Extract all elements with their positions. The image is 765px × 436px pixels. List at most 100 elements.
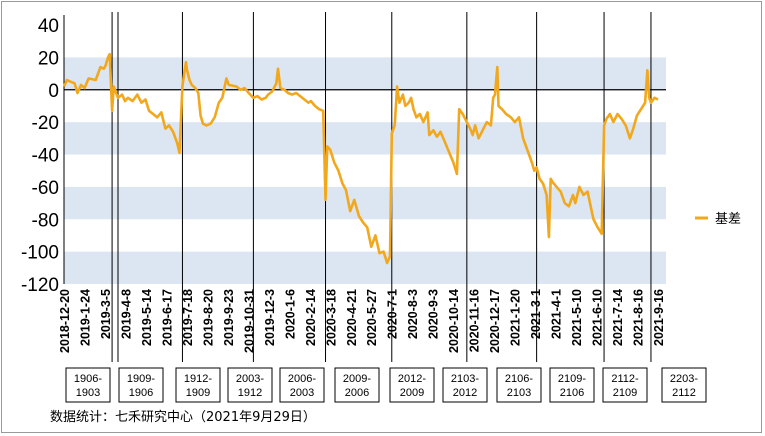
contract-period-box <box>227 367 273 403</box>
x-tick-label: 2020-8-3 <box>406 289 420 339</box>
x-tick-label: 2019-10-31 <box>242 289 256 353</box>
contract-period: 2112- 2109 <box>602 367 648 403</box>
legend-label-basis: 基差 <box>715 212 741 227</box>
background-bands <box>64 57 666 284</box>
contract-period-label-top: 2112- <box>611 373 639 385</box>
contract-period-label-bottom: 2003 <box>290 387 314 399</box>
contract-period-label-bottom: 1909 <box>186 387 210 399</box>
band-3 <box>64 251 666 284</box>
contract-period-label-bottom: 2103 <box>507 387 531 399</box>
x-tick-label: 2019-4-8 <box>119 289 133 339</box>
x-tick-label: 2021-3-1 <box>529 289 543 339</box>
x-axis: 2018-12-20 2019-1-24 2019-3-5 2019-4-8 2019-… <box>58 289 666 353</box>
y-tick-label: 40 <box>38 16 59 37</box>
contract-period-label-bottom: 2109 <box>613 387 637 399</box>
x-tick-label: 2020-9-3 <box>427 289 441 339</box>
contract-period-box <box>602 367 648 403</box>
contract-period-label-top: 2103- <box>451 373 479 385</box>
contract-period-label-bottom: 2012 <box>453 387 477 399</box>
contract-period-label-top: 1906- <box>74 373 102 385</box>
x-tick-label: 2019-1-24 <box>78 289 92 346</box>
x-tick-label: 2021-6-10 <box>591 289 605 346</box>
contract-period-box <box>442 367 488 403</box>
x-tick-label: 2020-3-18 <box>324 289 338 346</box>
contract-period: 1909- 1906 <box>118 367 164 403</box>
y-tick-label: -40 <box>32 146 59 167</box>
contract-period-label-top: 2203- <box>670 373 698 385</box>
x-tick-label: 2020-12-17 <box>488 289 502 353</box>
contract-period-label-top: 2012- <box>398 373 426 385</box>
contract-period-box <box>496 367 542 403</box>
y-tick-label: 0 <box>48 81 59 102</box>
y-tick-label: -60 <box>32 178 59 199</box>
contract-period: 2006- 2003 <box>279 367 325 403</box>
contract-period-label-bottom: 2106 <box>560 387 584 399</box>
contract-period-label-top: 2006- <box>288 373 316 385</box>
contract-period-box <box>334 367 380 403</box>
band-1 <box>64 122 666 155</box>
legend: 基差 <box>695 212 741 227</box>
contract-period-label-bottom: 1903 <box>76 387 100 399</box>
x-tick-label: 2021-7-14 <box>611 289 625 346</box>
y-axis: 40 20 0 -20 -40 -60 -80 -100 -120 <box>21 15 666 296</box>
contract-period-label-top: 1909- <box>127 373 155 385</box>
contract-period: 2109- 2106 <box>549 367 595 403</box>
x-tick-label: 2019-6-17 <box>160 289 174 346</box>
contract-period-label-top: 2003- <box>236 373 264 385</box>
contract-period: 2009- 2006 <box>334 367 380 403</box>
contract-period-label-bottom: 2009 <box>400 387 424 399</box>
contract-period-label-bottom: 2112 <box>672 387 696 399</box>
x-tick-label: 2021-9-16 <box>652 289 666 346</box>
contract-period-box <box>175 367 221 403</box>
x-tick-label: 2021-8-16 <box>632 289 646 346</box>
contract-period: 1906- 1903 <box>65 367 111 403</box>
contract-period-box <box>279 367 325 403</box>
x-tick-label: 2019-5-14 <box>140 289 154 346</box>
contract-period: 2106- 2103 <box>496 367 542 403</box>
contract-period-box <box>118 367 164 403</box>
x-tick-label: 2021-1-20 <box>509 289 523 346</box>
contract-period-box <box>661 367 707 403</box>
x-tick-label: 2019-12-3 <box>263 289 277 346</box>
contract-period-label-bottom: 1906 <box>129 387 153 399</box>
contract-period-label-top: 1912- <box>184 373 212 385</box>
contract-period-label-top: 2109- <box>558 373 586 385</box>
x-tick-label: 2020-2-14 <box>304 289 318 346</box>
x-tick-label: 2020-10-14 <box>447 289 461 353</box>
contract-period-box <box>389 367 435 403</box>
x-tick-label: 2020-7-1 <box>386 289 400 339</box>
contract-period: 2003- 1912 <box>227 367 273 403</box>
contract-period: 2012- 2009 <box>389 367 435 403</box>
x-tick-label: 2020-4-21 <box>345 289 359 346</box>
y-tick-label: -120 <box>21 275 59 296</box>
y-tick-label: -100 <box>21 243 59 264</box>
contract-period-label-bottom: 2006 <box>345 387 369 399</box>
source-note: 数据统计：七禾研究中心（2021年9月29日） <box>50 410 316 425</box>
contract-period-label-top: 2106- <box>505 373 533 385</box>
x-tick-label: 2018-12-20 <box>58 289 72 353</box>
contract-period-box <box>549 367 595 403</box>
y-tick-label: 20 <box>38 48 59 69</box>
x-tick-label: 2021-5-10 <box>570 289 584 346</box>
band-0 <box>64 57 666 90</box>
contract-period-label-bottom: 1912 <box>238 387 262 399</box>
x-tick-label: 2020-5-27 <box>365 289 379 346</box>
x-tick-label: 2021-4-1 <box>550 289 564 339</box>
x-tick-label: 2019-8-20 <box>201 289 215 346</box>
contract-period-label-top: 2009- <box>343 373 371 385</box>
x-tick-label: 2019-3-5 <box>99 289 113 339</box>
contract-period-row: 1906- 1903 1909- 1906 1912- 1909 2003- 1912 2006… <box>65 367 707 403</box>
contract-period: 1912- 1909 <box>175 367 221 403</box>
series-layer <box>62 52 659 265</box>
contract-period: 2203- 2112 <box>661 367 707 403</box>
contract-period-box <box>65 367 111 403</box>
contract-period: 2103- 2012 <box>442 367 488 403</box>
x-tick-label: 2019-7-18 <box>181 289 195 346</box>
y-tick-label: -80 <box>32 210 59 231</box>
y-tick-label: -20 <box>32 113 59 134</box>
series-line-basis <box>62 52 659 265</box>
x-tick-label: 2020-11-16 <box>468 289 482 352</box>
x-tick-label: 2020-1-6 <box>283 289 297 339</box>
